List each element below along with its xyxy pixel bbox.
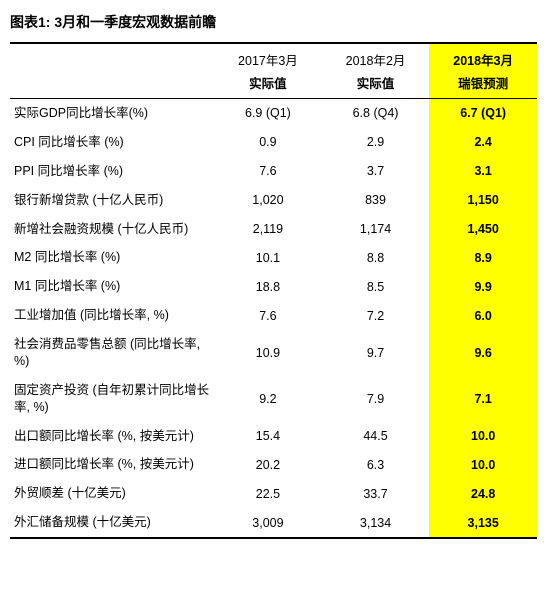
table-row: 固定资产投资 (自年初累计同比增长率, %)9.27.97.1 — [10, 376, 537, 422]
cell-value: 1,450 — [429, 215, 537, 244]
cell-value: 7.9 — [322, 376, 430, 422]
cell-value: 9.6 — [429, 330, 537, 376]
cell-value: 3,135 — [429, 508, 537, 538]
row-label: 进口额同比增长率 (%, 按美元计) — [10, 450, 214, 479]
table-row: 实际GDP同比增长率(%)6.9 (Q1)6.8 (Q4)6.7 (Q1) — [10, 99, 537, 128]
row-label: PPI 同比增长率 (%) — [10, 157, 214, 186]
cell-value: 3,134 — [322, 508, 430, 538]
table-row: 工业增加值 (同比增长率, %)7.67.26.0 — [10, 301, 537, 330]
table-row: 新增社会融资规模 (十亿人民币)2,1191,1741,450 — [10, 215, 537, 244]
row-label: 新增社会融资规模 (十亿人民币) — [10, 215, 214, 244]
row-label: M2 同比增长率 (%) — [10, 243, 214, 272]
cell-value: 9.9 — [429, 272, 537, 301]
subheader-blank — [10, 71, 214, 99]
row-label: 实际GDP同比增长率(%) — [10, 99, 214, 128]
cell-value: 1,150 — [429, 186, 537, 215]
cell-value: 10.0 — [429, 450, 537, 479]
cell-value: 44.5 — [322, 422, 430, 451]
subheader-0: 实际值 — [214, 71, 322, 99]
cell-value: 18.8 — [214, 272, 322, 301]
subheader-2: 瑞银预测 — [429, 71, 537, 99]
table-row: 银行新增贷款 (十亿人民币)1,0208391,150 — [10, 186, 537, 215]
subheader-1: 实际值 — [322, 71, 430, 99]
row-label: 工业增加值 (同比增长率, %) — [10, 301, 214, 330]
cell-value: 2,119 — [214, 215, 322, 244]
header-blank — [10, 43, 214, 71]
cell-value: 6.9 (Q1) — [214, 99, 322, 128]
cell-value: 8.9 — [429, 243, 537, 272]
table-row: M1 同比增长率 (%)18.88.59.9 — [10, 272, 537, 301]
cell-value: 1,174 — [322, 215, 430, 244]
cell-value: 6.8 (Q4) — [322, 99, 430, 128]
cell-value: 7.6 — [214, 157, 322, 186]
row-label: 外汇储备规模 (十亿美元) — [10, 508, 214, 538]
cell-value: 10.0 — [429, 422, 537, 451]
cell-value: 1,020 — [214, 186, 322, 215]
row-label: 银行新增贷款 (十亿人民币) — [10, 186, 214, 215]
cell-value: 8.8 — [322, 243, 430, 272]
cell-value: 10.9 — [214, 330, 322, 376]
table-row: 外汇储备规模 (十亿美元)3,0093,1343,135 — [10, 508, 537, 538]
table-row: PPI 同比增长率 (%)7.63.73.1 — [10, 157, 537, 186]
row-label: 固定资产投资 (自年初累计同比增长率, %) — [10, 376, 214, 422]
row-label: 出口额同比增长率 (%, 按美元计) — [10, 422, 214, 451]
header-period-2: 2018年3月 — [429, 43, 537, 71]
cell-value: 7.1 — [429, 376, 537, 422]
table-row: 外贸顺差 (十亿美元)22.533.724.8 — [10, 479, 537, 508]
cell-value: 6.0 — [429, 301, 537, 330]
table-row: 社会消费品零售总额 (同比增长率, %)10.99.79.6 — [10, 330, 537, 376]
cell-value: 9.2 — [214, 376, 322, 422]
cell-value: 2.9 — [322, 128, 430, 157]
row-label: CPI 同比增长率 (%) — [10, 128, 214, 157]
table-row: 进口额同比增长率 (%, 按美元计)20.26.310.0 — [10, 450, 537, 479]
cell-value: 10.1 — [214, 243, 322, 272]
table-title: 图表1: 3月和一季度宏观数据前瞻 — [10, 12, 537, 32]
row-label: M1 同比增长率 (%) — [10, 272, 214, 301]
cell-value: 24.8 — [429, 479, 537, 508]
table-row: 出口额同比增长率 (%, 按美元计)15.444.510.0 — [10, 422, 537, 451]
cell-value: 6.3 — [322, 450, 430, 479]
cell-value: 20.2 — [214, 450, 322, 479]
cell-value: 7.6 — [214, 301, 322, 330]
cell-value: 3,009 — [214, 508, 322, 538]
cell-value: 15.4 — [214, 422, 322, 451]
cell-value: 22.5 — [214, 479, 322, 508]
header-period-0: 2017年3月 — [214, 43, 322, 71]
cell-value: 33.7 — [322, 479, 430, 508]
cell-value: 0.9 — [214, 128, 322, 157]
row-label: 社会消费品零售总额 (同比增长率, %) — [10, 330, 214, 376]
header-period-1: 2018年2月 — [322, 43, 430, 71]
cell-value: 8.5 — [322, 272, 430, 301]
cell-value: 7.2 — [322, 301, 430, 330]
cell-value: 3.7 — [322, 157, 430, 186]
cell-value: 6.7 (Q1) — [429, 99, 537, 128]
cell-value: 9.7 — [322, 330, 430, 376]
macro-data-table: 2017年3月 2018年2月 2018年3月 实际值 实际值 瑞银预测 实际G… — [10, 42, 537, 539]
cell-value: 839 — [322, 186, 430, 215]
cell-value: 3.1 — [429, 157, 537, 186]
cell-value: 2.4 — [429, 128, 537, 157]
table-row: M2 同比增长率 (%)10.18.88.9 — [10, 243, 537, 272]
row-label: 外贸顺差 (十亿美元) — [10, 479, 214, 508]
table-row: CPI 同比增长率 (%)0.92.92.4 — [10, 128, 537, 157]
